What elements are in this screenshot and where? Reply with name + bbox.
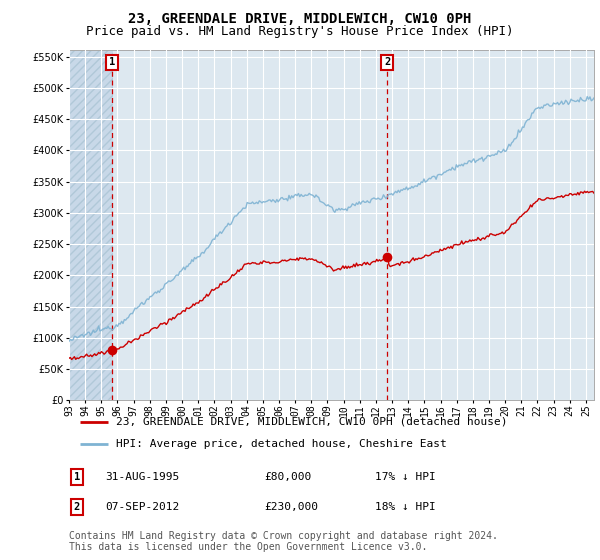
Text: 07-SEP-2012: 07-SEP-2012: [105, 502, 179, 512]
Text: 1: 1: [74, 472, 80, 482]
Text: 1: 1: [109, 58, 115, 67]
Text: 18% ↓ HPI: 18% ↓ HPI: [375, 502, 436, 512]
Text: £80,000: £80,000: [264, 472, 311, 482]
Text: Price paid vs. HM Land Registry's House Price Index (HPI): Price paid vs. HM Land Registry's House …: [86, 25, 514, 38]
Text: £230,000: £230,000: [264, 502, 318, 512]
Text: 31-AUG-1995: 31-AUG-1995: [105, 472, 179, 482]
Text: HPI: Average price, detached house, Cheshire East: HPI: Average price, detached house, Ches…: [116, 439, 447, 449]
Text: Contains HM Land Registry data © Crown copyright and database right 2024.
This d: Contains HM Land Registry data © Crown c…: [69, 531, 498, 553]
Text: 2: 2: [384, 58, 390, 67]
Text: 17% ↓ HPI: 17% ↓ HPI: [375, 472, 436, 482]
Text: 2: 2: [74, 502, 80, 512]
Bar: [69, 50, 113, 400]
Text: 23, GREENDALE DRIVE, MIDDLEWICH, CW10 0PH (detached house): 23, GREENDALE DRIVE, MIDDLEWICH, CW10 0P…: [116, 417, 508, 427]
Text: 23, GREENDALE DRIVE, MIDDLEWICH, CW10 0PH: 23, GREENDALE DRIVE, MIDDLEWICH, CW10 0P…: [128, 12, 472, 26]
